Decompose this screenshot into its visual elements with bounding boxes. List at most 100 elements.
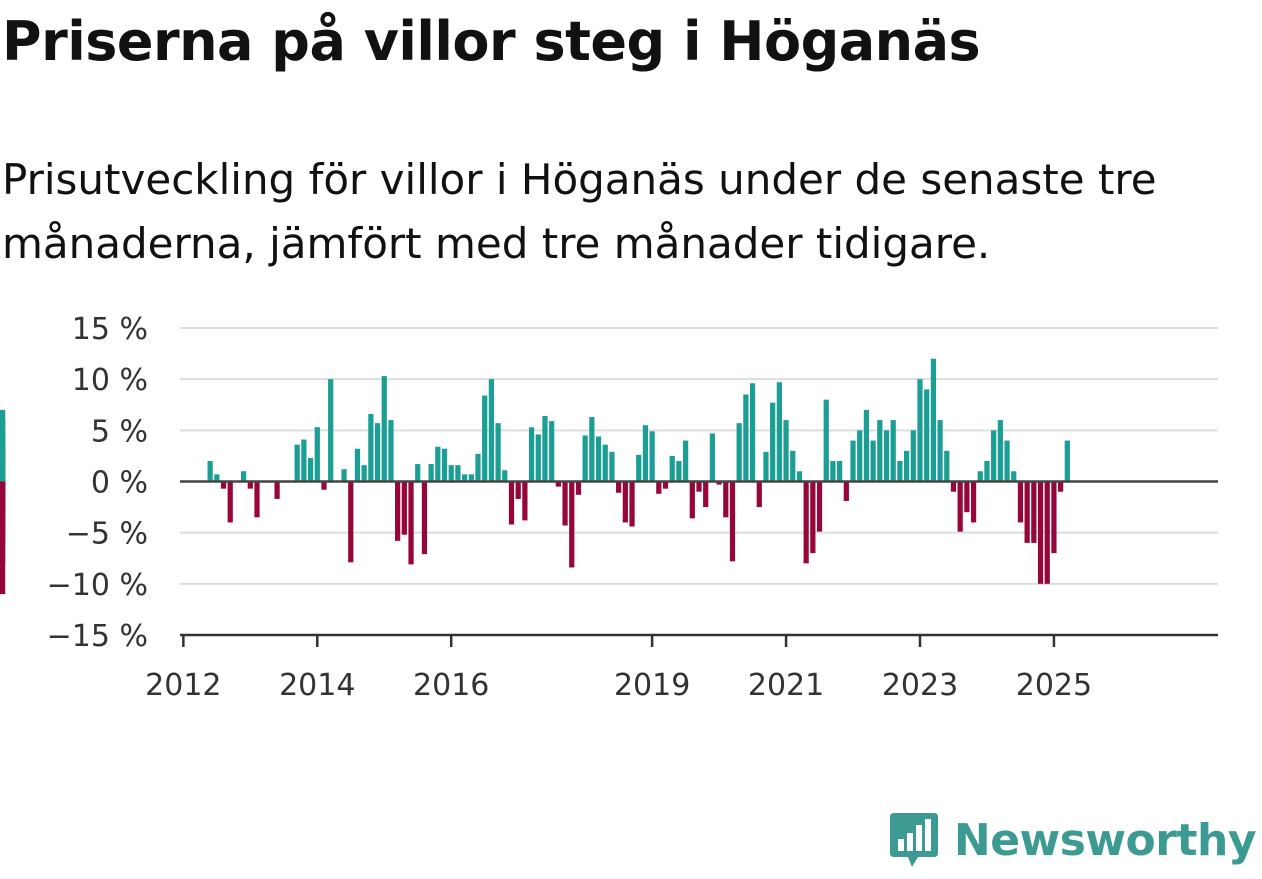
bar (368, 413, 374, 482)
bar (964, 481, 970, 513)
bar (569, 481, 575, 568)
bar (0, 461, 6, 482)
bar (622, 481, 628, 523)
bar (0, 430, 6, 482)
bar (984, 461, 990, 482)
newsworthy-brand[interactable]: Newsworthy (888, 811, 1257, 869)
bar (408, 481, 414, 565)
bar (374, 423, 381, 482)
bar (582, 435, 588, 482)
bar (401, 481, 407, 535)
x-tick-label: 2014 (279, 668, 355, 703)
bar (1037, 481, 1044, 584)
bar (542, 416, 548, 482)
bar (890, 420, 896, 482)
bar (743, 394, 749, 482)
bar (1024, 481, 1030, 543)
bar (522, 481, 528, 521)
bar (227, 481, 233, 523)
bar (662, 481, 669, 489)
bar (770, 402, 776, 482)
bar (495, 423, 501, 482)
y-tick-label: 10 % (72, 363, 148, 398)
bar (214, 474, 220, 482)
bar (816, 481, 823, 532)
bar (950, 481, 957, 492)
y-axis: 15 % 10 % 5 % 0 % −5 % −10 % −15 % (47, 312, 148, 654)
x-tick-label: 2012 (145, 668, 221, 703)
bar (1017, 481, 1024, 523)
bar (636, 454, 642, 482)
grid-lines (180, 327, 1218, 585)
bar (415, 464, 421, 482)
bar (1011, 471, 1017, 482)
bar (549, 421, 555, 482)
bar (676, 461, 682, 482)
bar (555, 481, 561, 487)
bar (803, 481, 809, 564)
bar (709, 433, 715, 482)
bar (0, 481, 6, 492)
bar (1004, 440, 1010, 482)
newsworthy-wordmark: Newsworthy (953, 814, 1257, 866)
bar (863, 409, 870, 482)
y-tick-label: 5 % (91, 414, 148, 449)
bar (957, 481, 963, 532)
bar (441, 448, 448, 482)
bar (395, 481, 401, 541)
bar (736, 423, 742, 482)
bar (562, 481, 568, 526)
bar (602, 444, 608, 482)
bar (970, 481, 977, 523)
bar (528, 427, 535, 482)
bar (749, 383, 756, 482)
bar (0, 481, 6, 502)
bar (910, 430, 916, 482)
x-tick-label: 2019 (614, 668, 690, 703)
bar (589, 417, 595, 482)
bar (328, 379, 334, 482)
x-tick-label: 2021 (748, 668, 824, 703)
bar (247, 481, 253, 489)
bar (997, 420, 1003, 482)
bar (696, 481, 702, 492)
bar (689, 481, 695, 519)
bar (776, 382, 782, 482)
bar (790, 450, 796, 482)
bar (937, 420, 943, 482)
bar (535, 434, 541, 482)
bar (870, 440, 876, 482)
bar (354, 448, 361, 482)
bar (1051, 481, 1057, 554)
y-tick-label: −5 % (66, 517, 148, 552)
x-tick-label: 2025 (1016, 668, 1092, 703)
bar (944, 450, 950, 482)
bar (903, 450, 910, 482)
bar (294, 444, 300, 482)
bar (843, 481, 849, 501)
y-tick-label: −10 % (47, 568, 148, 603)
bar (421, 481, 428, 555)
bar (837, 461, 843, 482)
bar (830, 461, 836, 482)
bar (656, 481, 662, 494)
bar (455, 465, 461, 482)
bar (341, 469, 347, 482)
bar (783, 420, 789, 482)
bar (991, 430, 997, 482)
bar (857, 430, 863, 482)
bar (595, 436, 602, 482)
x-tick-label: 2016 (413, 668, 489, 703)
bar (435, 446, 441, 482)
bar (877, 420, 883, 482)
bar (629, 481, 635, 527)
bar (361, 465, 367, 482)
bar (314, 427, 320, 482)
bar (488, 379, 495, 482)
bar (810, 481, 816, 554)
bar-series (0, 358, 1070, 595)
bar (1058, 481, 1064, 492)
bar (763, 451, 769, 482)
bar (448, 465, 454, 482)
